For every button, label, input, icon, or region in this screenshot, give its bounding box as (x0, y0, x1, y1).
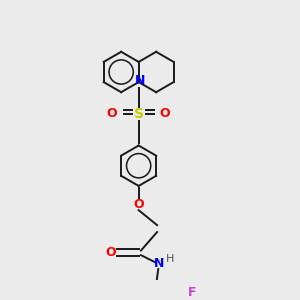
Text: H: H (166, 254, 175, 264)
Text: S: S (134, 107, 144, 121)
Text: O: O (133, 198, 144, 211)
Text: F: F (188, 286, 196, 299)
Text: O: O (106, 246, 116, 259)
Text: O: O (160, 107, 170, 120)
Text: O: O (107, 107, 117, 120)
Text: N: N (135, 74, 145, 87)
Text: N: N (154, 257, 164, 270)
